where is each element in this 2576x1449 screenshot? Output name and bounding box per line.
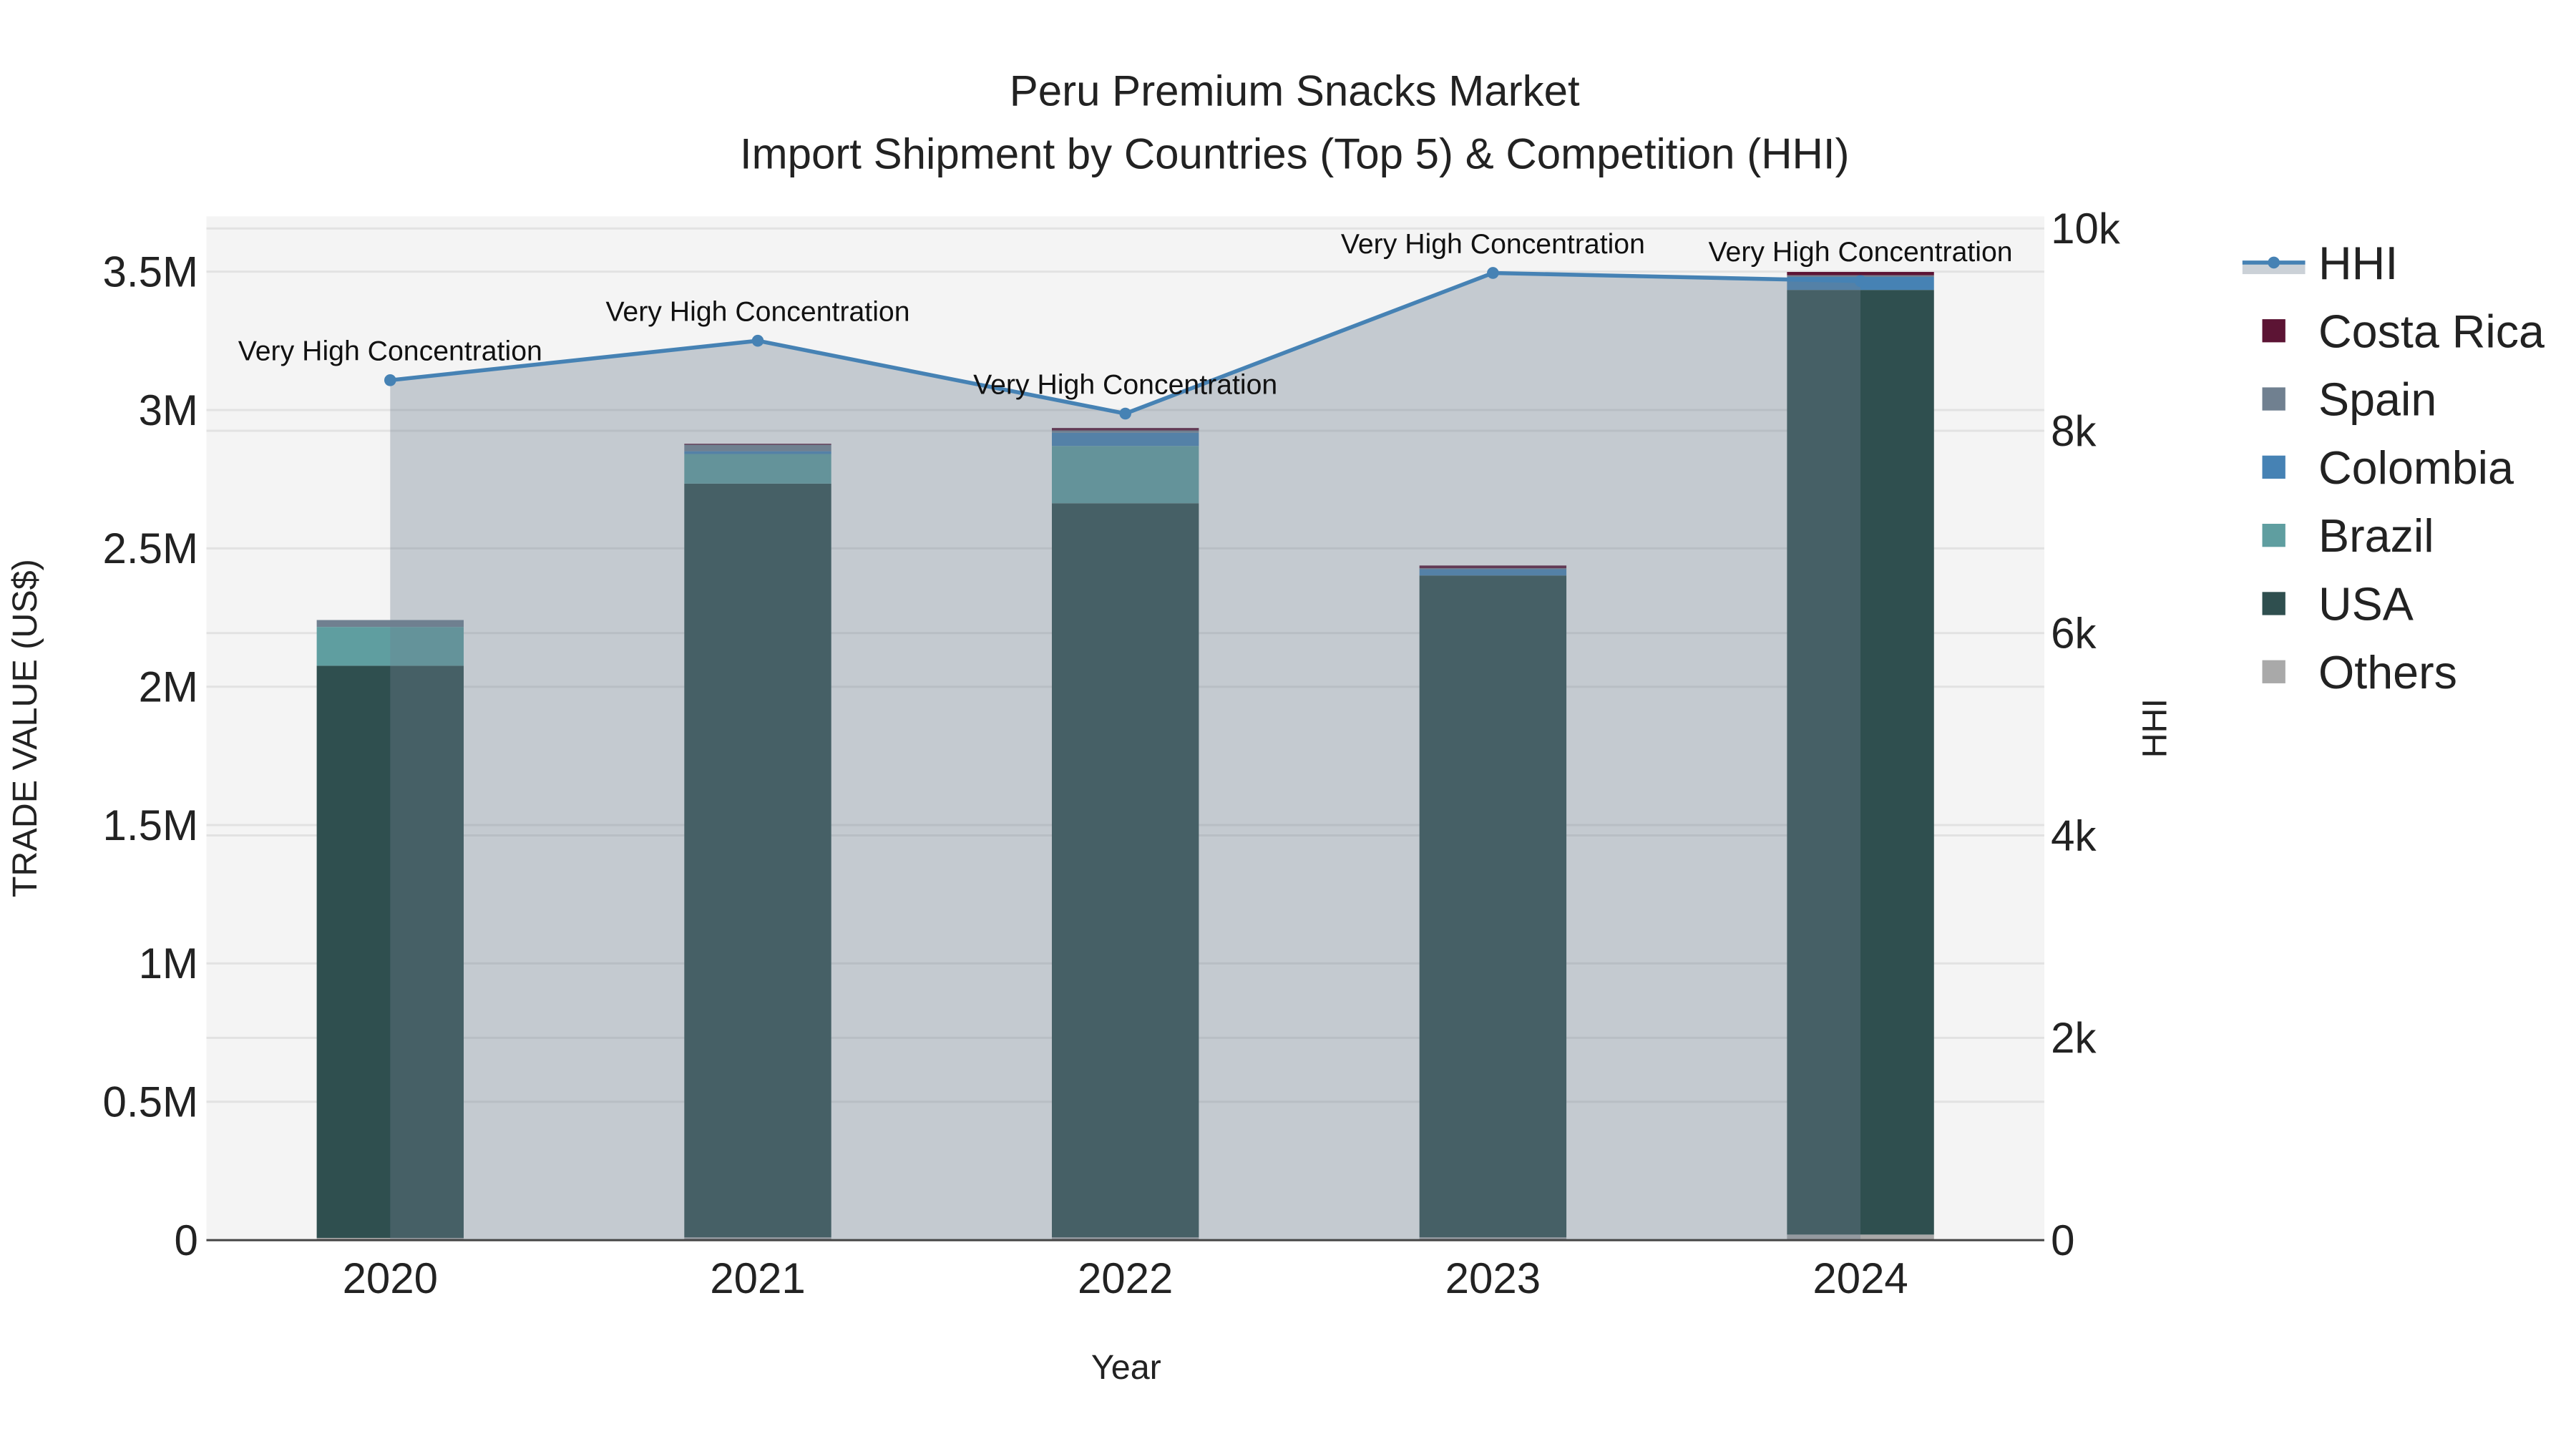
- bar-others-2024: [1787, 1234, 1934, 1241]
- y2-tick-label: 4k: [2051, 811, 2097, 859]
- bar-others-2021: [684, 1237, 831, 1241]
- legend-swatch-brazil: [2262, 524, 2285, 547]
- annotations: Very High Concentration Very High Concent…: [238, 228, 2013, 401]
- bar-others-2022: [1052, 1237, 1199, 1241]
- hhi-annotation-2020: Very High Concentration: [238, 336, 542, 367]
- legend-swatch-costa-rica: [2262, 319, 2285, 343]
- bar-costa-rica-2023: [1419, 565, 1567, 569]
- legend-hhi-marker: [2268, 256, 2280, 269]
- y2-axis-label: HHI: [2136, 698, 2175, 758]
- x-tick-label: 2020: [343, 1254, 438, 1302]
- y-axis-ticks: 0 0.5M 1M 1.5M 2M 2.5M 3M 3.5M: [103, 248, 198, 1264]
- bar-colombia-2022: [1052, 432, 1199, 447]
- y-tick-label: 0.5M: [103, 1078, 198, 1126]
- hhi-point-2024: [1854, 275, 1867, 288]
- y-tick-label: 1.5M: [103, 801, 198, 849]
- y2-axis-ticks: 0 2k 4k 6k 8k 10k: [2051, 205, 2121, 1264]
- legend-label-spain: Spain: [2318, 374, 2436, 426]
- x-tick-label: 2024: [1813, 1254, 1908, 1302]
- bar-spain-2023: [1419, 568, 1567, 570]
- bar-usa-2022: [1052, 503, 1199, 1238]
- x-axis-ticks: 2020 2021 2022 2023 2024: [343, 1254, 1908, 1302]
- y-tick-label: 3M: [139, 386, 198, 434]
- bar-spain-2020: [316, 620, 464, 628]
- bar-usa-2021: [684, 483, 831, 1238]
- bar-brazil-2021: [684, 454, 831, 484]
- hhi-line: [384, 267, 1867, 420]
- hhi-annotation-2021: Very High Concentration: [605, 296, 909, 328]
- legend-label-hhi: HHI: [2318, 238, 2398, 289]
- legend-swatch-usa: [2262, 592, 2285, 615]
- x-tick-label: 2023: [1445, 1254, 1541, 1302]
- bar-brazil-2022: [1052, 446, 1199, 504]
- y2-tick-label: 0: [2051, 1216, 2074, 1264]
- legend: HHI Costa Rica Spain Colombia Brazil USA Other…: [2242, 238, 2545, 698]
- bar-usa-2020: [316, 665, 464, 1238]
- bar-costa-rica-2024: [1787, 272, 1934, 275]
- bar-usa-2024: [1787, 290, 1934, 1235]
- bar-colombia-2021: [684, 451, 831, 454]
- legend-label-brazil: Brazil: [2318, 510, 2434, 562]
- legend-swatch-colombia: [2262, 455, 2285, 479]
- chart-subtitle: Import Shipment by Countries (Top 5) & C…: [740, 130, 1850, 177]
- chart-title: Peru Premium Snacks Market: [1010, 67, 1580, 115]
- hhi-area-fill: [390, 273, 1861, 1241]
- bar-colombia-2023: [1419, 568, 1567, 576]
- x-tick-label: 2022: [1078, 1254, 1173, 1302]
- y2-tick-label: 8k: [2051, 407, 2097, 455]
- hhi-point-2022: [1119, 407, 1132, 420]
- bar-spain-2021: [684, 444, 831, 452]
- hhi-point-2023: [1487, 267, 1499, 279]
- y-tick-label: 2M: [139, 663, 198, 711]
- x-tick-label: 2021: [710, 1254, 805, 1302]
- y-tick-label: 1M: [139, 940, 198, 987]
- bar-spain-2022: [1052, 430, 1199, 433]
- bar-costa-rica-2022: [1052, 428, 1199, 431]
- bar-usa-2023: [1419, 575, 1567, 1238]
- y-tick-label: 2.5M: [103, 525, 198, 572]
- y2-tick-label: 2k: [2051, 1014, 2097, 1062]
- legend-label-colombia: Colombia: [2318, 442, 2514, 494]
- hhi-point-2021: [751, 334, 764, 347]
- legend-swatch-others: [2262, 660, 2285, 683]
- bars: [316, 272, 1934, 1241]
- x-axis-label: Year: [1091, 1348, 1161, 1387]
- y2-tick-label: 6k: [2051, 610, 2097, 658]
- hhi-annotation-2024: Very High Concentration: [1709, 236, 2013, 268]
- y-axis-label: TRADE VALUE (US$): [6, 559, 44, 897]
- bar-others-2023: [1419, 1237, 1567, 1241]
- y2-tick-label: 10k: [2051, 205, 2121, 253]
- legend-label-costa-rica: Costa Rica: [2318, 306, 2545, 357]
- hhi-annotation-2023: Very High Concentration: [1341, 228, 1645, 260]
- y-tick-label: 3.5M: [103, 248, 198, 296]
- bar-brazil-2020: [316, 627, 464, 666]
- legend-swatch-spain: [2262, 387, 2285, 411]
- legend-label-usa: USA: [2318, 579, 2414, 630]
- legend-label-others: Others: [2318, 647, 2457, 698]
- hhi-annotation-2022: Very High Concentration: [973, 369, 1277, 400]
- bar-others-2020: [316, 1237, 464, 1241]
- hhi-point-2020: [384, 374, 396, 386]
- y-tick-label: 0: [175, 1216, 198, 1264]
- hhi-area: [390, 273, 1861, 1241]
